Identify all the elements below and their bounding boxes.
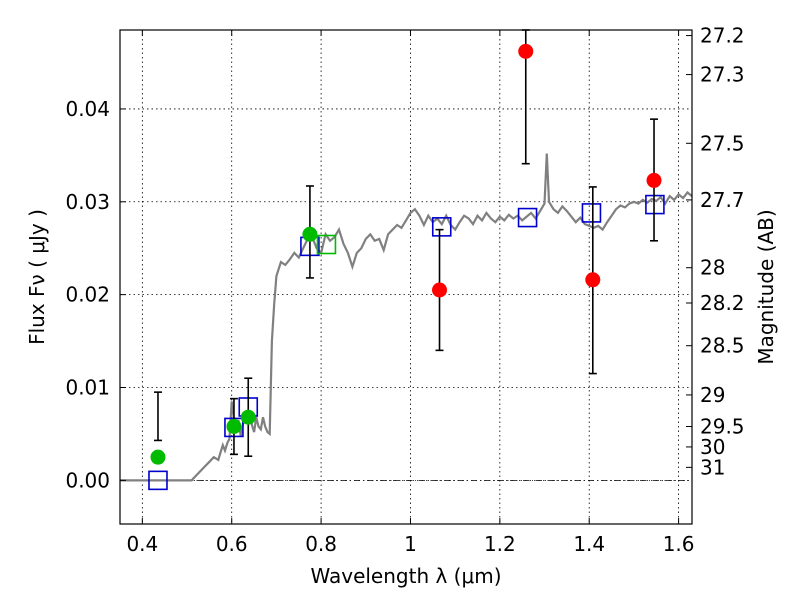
y-axis-label: Flux Fν ( μJy ) [25,209,49,345]
x-axis-label: Wavelength λ (μm) [310,564,501,588]
model-flux-square [517,207,538,228]
plot-frame [119,29,693,525]
right-axis-label: Magnitude (AB) [754,209,778,364]
x-tick-label: 1.4 [573,532,605,556]
right-tick-label: 27.3 [700,63,745,87]
x-tick-label: 1.2 [484,532,516,556]
right-tick-label: 27.2 [700,24,745,48]
y-tick-label: 0.00 [65,468,110,492]
right-tick-label: 29 [700,383,725,407]
y-tick-label: 0.01 [65,376,110,400]
x-tick-label: 0.8 [305,532,337,556]
x-tick-label: 0.6 [216,532,248,556]
right-tick-label: 28.2 [700,291,745,315]
right-tick-label: 27.7 [700,188,745,212]
photometry-point [240,409,256,425]
x-tick-label: 1 [404,532,417,556]
y-tick-label: 0.02 [65,283,110,307]
model-flux-square [645,194,665,215]
model-flux-square [581,203,602,223]
photometry-point [226,419,242,434]
model-spectrum-line [120,153,693,482]
y-tick-label: 0.03 [65,190,110,214]
model-flux-square [316,234,337,255]
axis-ticks: 0.4 0.6 0.8 1 1.2 1.4 1.6 0.00 0.01 0.02 0.03 0.04 2… [65,24,744,556]
model-flux-square [148,470,168,491]
x-tick-label: 0.4 [126,532,158,556]
photometry-point [302,226,318,242]
photometry-point [518,43,534,59]
y-tick-label: 0.04 [65,97,110,121]
right-tick-label: 27.5 [700,131,745,155]
right-tick-label: 29.5 [700,415,745,439]
photometry-point [585,272,601,288]
right-tick-label: 30 [700,435,725,459]
right-tick-label: 31 [700,455,725,479]
x-tick-label: 1.6 [663,532,695,556]
right-tick-label: 28.5 [700,334,745,358]
data-marks [148,29,665,491]
photometry-point [432,282,448,298]
right-tick-label: 28 [700,256,725,280]
photometry-point [150,449,166,465]
model-flux-square [431,217,452,237]
photometry-point [646,172,662,188]
